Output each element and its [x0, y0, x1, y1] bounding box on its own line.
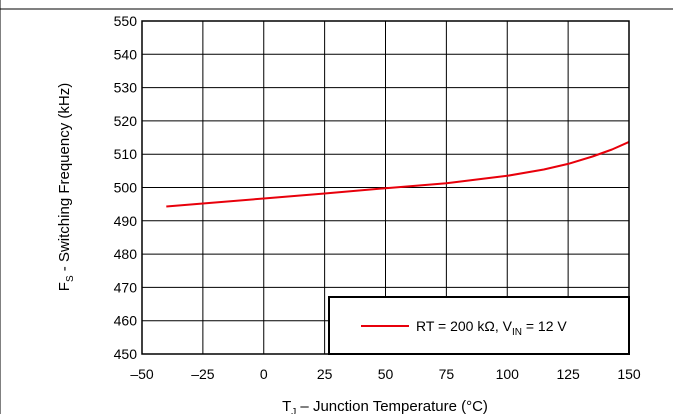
- y-tick-label: 510: [114, 146, 138, 162]
- series-line: [166, 140, 630, 208]
- legend-label-rest: = 12 V: [522, 318, 567, 334]
- y-tick-label: 500: [114, 180, 138, 196]
- legend-label: RT = 200 kΩ, VIN = 12 V: [416, 318, 567, 338]
- x-axis-label-rest: – Junction Temperature (°C): [296, 398, 488, 414]
- y-axis-label-main: F: [56, 282, 73, 291]
- x-tick-label: 100: [496, 366, 520, 382]
- y-tick-label: 540: [114, 46, 138, 62]
- y-tick-label: 520: [114, 113, 138, 129]
- y-tick-label: 550: [114, 13, 138, 29]
- x-tick-label: 50: [378, 366, 394, 382]
- plot-border: [141, 20, 630, 355]
- legend-label-sub: IN: [512, 327, 522, 338]
- y-tick-label: 450: [114, 346, 138, 362]
- x-tick-label: 75: [439, 366, 455, 382]
- x-tick-label: 150: [617, 366, 641, 382]
- y-tick-label: 490: [114, 213, 138, 229]
- x-axis-label-sub: J: [291, 407, 296, 414]
- y-axis-label: FS - Switching Frequency (kHz): [56, 83, 76, 291]
- series-layer: [166, 140, 630, 208]
- y-tick-label: 480: [114, 246, 138, 262]
- legend-label-main: RT = 200 kΩ, V: [416, 318, 513, 334]
- legend: RT = 200 kΩ, VIN = 12 V: [328, 296, 630, 355]
- y-tick-label: 470: [114, 279, 138, 295]
- x-axis-label: TJ – Junction Temperature (°C): [282, 398, 488, 414]
- y-tick-label: 530: [114, 80, 138, 96]
- x-tick-label: –25: [191, 366, 215, 382]
- x-tick-label: 25: [317, 366, 333, 382]
- x-tick-label: 125: [556, 366, 580, 382]
- y-axis-label-sub: S: [65, 275, 76, 282]
- x-tick-label: 0: [260, 366, 268, 382]
- tick-labels: –50 –25 0 25 50 75 100 125 150 450 460 470 480 490 500…: [114, 13, 641, 382]
- x-tick-label: –50: [130, 366, 154, 382]
- x-axis-label-main: T: [282, 398, 291, 414]
- y-tick-label: 460: [114, 313, 138, 329]
- y-axis-label-rest: - Switching Frequency (kHz): [56, 83, 73, 276]
